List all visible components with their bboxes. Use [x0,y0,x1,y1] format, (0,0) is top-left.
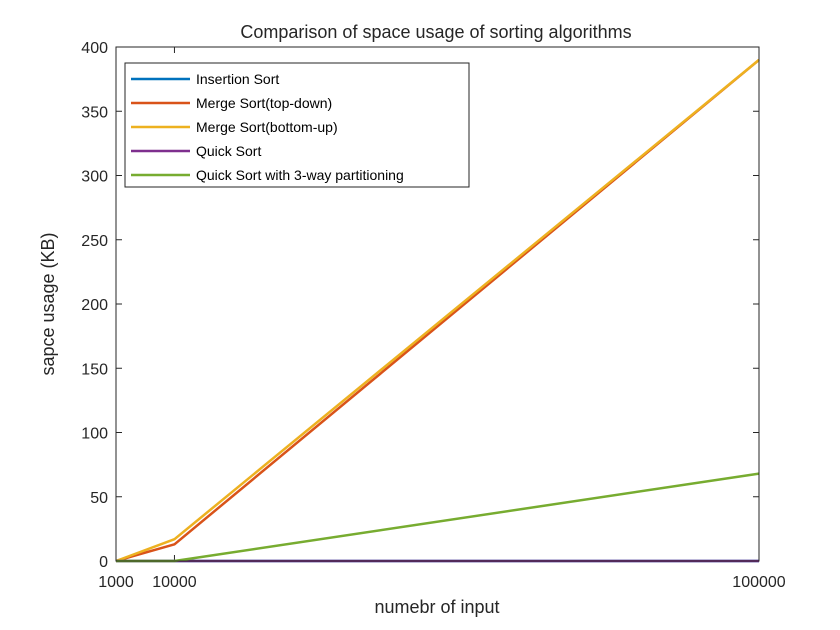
x-tick-label: 100000 [732,574,785,591]
x-tick-label: 10000 [152,574,197,591]
y-tick-label: 400 [81,40,108,57]
legend-entry-label: Quick Sort [196,143,261,159]
series-line-2 [115,58,760,563]
plot-area-frame [115,46,760,562]
y-tick-label: 0 [99,554,108,571]
y-tick-label: 50 [90,490,108,507]
x-axis-ticks: 1000 10000 100000 [98,47,786,591]
series-line-1 [115,58,760,563]
series-line-4 [116,472,760,563]
x-tick-label: 1000 [98,574,134,591]
legend-entry-label: Insertion Sort [196,71,279,87]
y-tick-label: 350 [81,104,108,121]
chart-title: Comparison of space usage of sorting alg… [240,22,631,42]
legend-box [124,62,470,188]
y-tick-label: 250 [81,233,108,250]
legend: Insertion Sort Merge Sort(top-down) Merge … [124,62,470,188]
y-tick-label: 300 [81,169,108,186]
legend-entry-label: Quick Sort with 3-way partitioning [196,167,404,183]
x-axis-label: numebr of input [374,597,499,617]
legend-entry-label: Merge Sort(bottom-up) [196,119,338,135]
y-tick-label: 200 [81,297,108,314]
y-axis-ticks: 0 50 100 150 200 250 300 350 400 [81,40,759,571]
y-tick-label: 150 [81,361,108,378]
y-tick-label: 100 [81,426,108,443]
y-axis-label: sapce usage (KB) [38,232,58,375]
legend-entry-label: Merge Sort(top-down) [196,95,332,111]
